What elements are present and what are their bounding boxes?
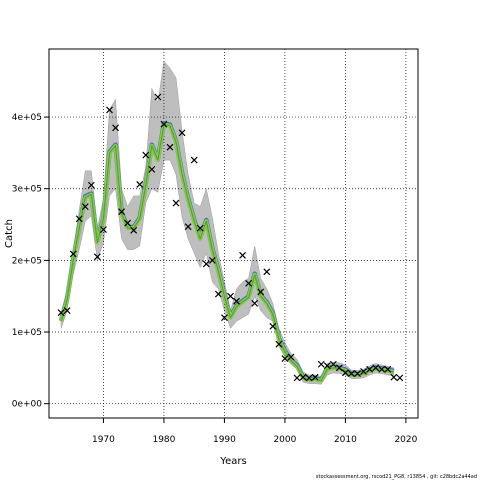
observed-point xyxy=(360,368,367,375)
observed-point xyxy=(214,290,222,298)
x-tick-label: 2010 xyxy=(334,435,357,445)
y-tick-label: 0e+00 xyxy=(12,400,43,410)
observed-point xyxy=(335,364,343,372)
observed-point xyxy=(118,208,126,216)
x-tick-label: 2020 xyxy=(394,435,417,445)
observed-point xyxy=(196,224,204,232)
observed-point xyxy=(366,365,374,373)
observed-point xyxy=(63,307,71,314)
observed-point xyxy=(100,226,107,233)
x-tick-label: 1980 xyxy=(152,435,175,445)
observed-point xyxy=(106,106,113,114)
observed-point xyxy=(208,256,216,264)
observed-point xyxy=(348,370,355,378)
observed-point xyxy=(81,203,89,211)
observed-point xyxy=(112,124,119,132)
y-tick-label: 1e+05 xyxy=(12,328,42,338)
observed-point xyxy=(166,143,174,151)
observed-point xyxy=(311,373,319,381)
observed-point xyxy=(378,365,386,373)
observed-point xyxy=(293,374,301,382)
observed-point xyxy=(69,250,77,258)
observed-point xyxy=(317,360,325,368)
observed-point xyxy=(75,215,83,223)
observed-point xyxy=(184,223,192,231)
observed-point xyxy=(160,120,168,128)
observed-point xyxy=(305,374,313,382)
x-axis-title: Years xyxy=(219,456,246,467)
observed-point xyxy=(190,156,198,164)
observed-point xyxy=(239,251,246,259)
observed-point xyxy=(93,253,101,261)
observed-point xyxy=(136,180,144,188)
observed-point xyxy=(323,362,331,370)
y-tick-label: 4e+05 xyxy=(12,113,42,123)
x-tick-label: 1970 xyxy=(92,435,115,445)
observed-point xyxy=(329,360,337,368)
observed-point xyxy=(251,299,259,307)
observed-point xyxy=(396,374,404,382)
observed-point xyxy=(148,165,156,173)
observed-point xyxy=(372,364,380,372)
observed-point xyxy=(281,355,289,362)
y-tick-label: 3e+05 xyxy=(12,185,42,195)
observed-point xyxy=(124,219,132,227)
observed-point xyxy=(269,322,277,330)
axes-layer: 1970 1980 1990 2000 2010 2020 0e+00 1e+05 2e+05 3… xyxy=(12,113,418,445)
y-axis-title: Catch xyxy=(4,219,15,248)
observed-point xyxy=(299,373,307,381)
observed-point xyxy=(172,199,180,207)
x-tick-label: 1990 xyxy=(213,435,236,445)
observed-point xyxy=(263,268,271,276)
observed-point xyxy=(57,309,65,317)
observed-point xyxy=(341,369,349,377)
observed-point xyxy=(275,340,283,348)
observed-point xyxy=(178,129,186,137)
observed-point xyxy=(287,353,295,361)
plot-frame xyxy=(48,48,419,419)
observed-point xyxy=(87,181,95,189)
observed-point xyxy=(202,260,210,268)
observed-point xyxy=(221,314,228,322)
y-tick-label: 2e+05 xyxy=(12,256,42,266)
footer-credit: stockassessment.org, rscod21_PG8, r13854… xyxy=(315,474,477,480)
x-tick-label: 2000 xyxy=(273,435,296,445)
observed-point xyxy=(227,292,234,300)
observed-point xyxy=(390,373,398,381)
observed-points-layer xyxy=(57,93,404,382)
observed-point xyxy=(154,93,162,101)
observed-point xyxy=(245,279,253,287)
observed-point xyxy=(384,365,392,373)
observed-point xyxy=(257,288,265,296)
observed-point xyxy=(233,297,240,305)
observed-point xyxy=(142,151,150,159)
observed-point xyxy=(354,370,361,378)
observed-point xyxy=(130,226,138,234)
